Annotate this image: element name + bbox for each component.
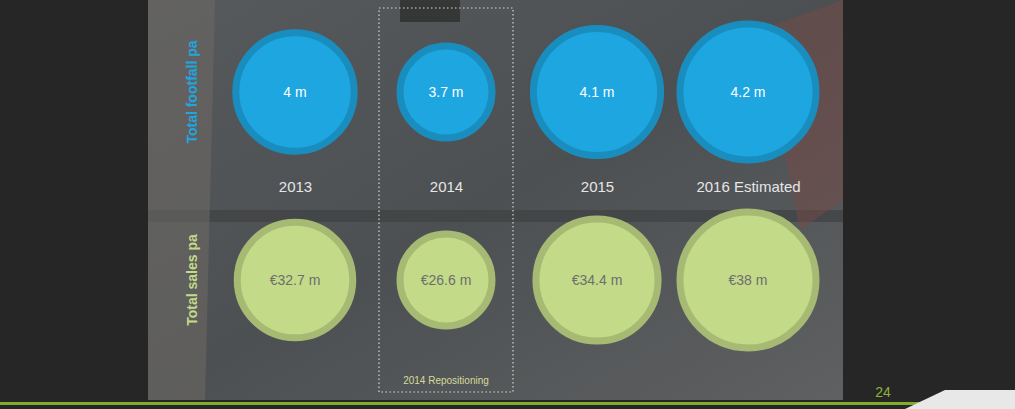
series-title: Total sales pa [184,234,200,326]
category-axis: 2013 2014 2015 2016 Estimated [279,178,801,195]
footer-arrow [905,390,1015,409]
annotation-box [379,8,513,392]
data-label: €32.7 m [270,272,321,288]
footer-line [0,402,1015,405]
texts: 4 m 3.7 m 4.1 m 4.2 m Total footfall pa €32.7… [184,40,891,400]
bubble [680,212,816,348]
category-label: 2014 [430,178,463,195]
category-label: 2013 [279,178,312,195]
series-title: Total footfall pa [184,40,200,143]
tick: 2013 [279,178,312,195]
bubble [400,234,492,326]
category-label: 2016 Estimated [696,178,800,195]
person-silhouette [148,0,215,400]
axis-line [296,178,749,179]
data-label: 3.7 m [428,84,463,100]
bubble [400,46,492,138]
slide-background [0,0,1015,409]
bubble [236,33,354,151]
category-label: 2015 [581,178,614,195]
bubble [536,219,658,341]
data-label: 4.1 m [579,84,614,100]
data-label: €26.6 m [421,272,472,288]
bubble [533,28,660,155]
doorway [400,0,460,22]
photo-background [148,0,843,400]
data-label: €34.4 m [572,272,623,288]
page-number: 24 [875,384,891,400]
data-label: 4.2 m [730,84,765,100]
annotation: 2014 Repositioning [403,375,489,386]
slide: 4 m 3.7 m 4.1 m 4.2 m Total footfall pa €32.7… [0,0,1015,409]
tick: 2015 [581,178,614,195]
data-label: €38 m [729,272,768,288]
tick: 2016 Estimated [696,178,800,195]
photo [148,0,843,400]
marks [236,24,816,348]
data-label: 4 m [283,84,306,100]
bubble [680,24,816,160]
bubble [237,222,353,338]
tick: 2014 [430,178,463,195]
